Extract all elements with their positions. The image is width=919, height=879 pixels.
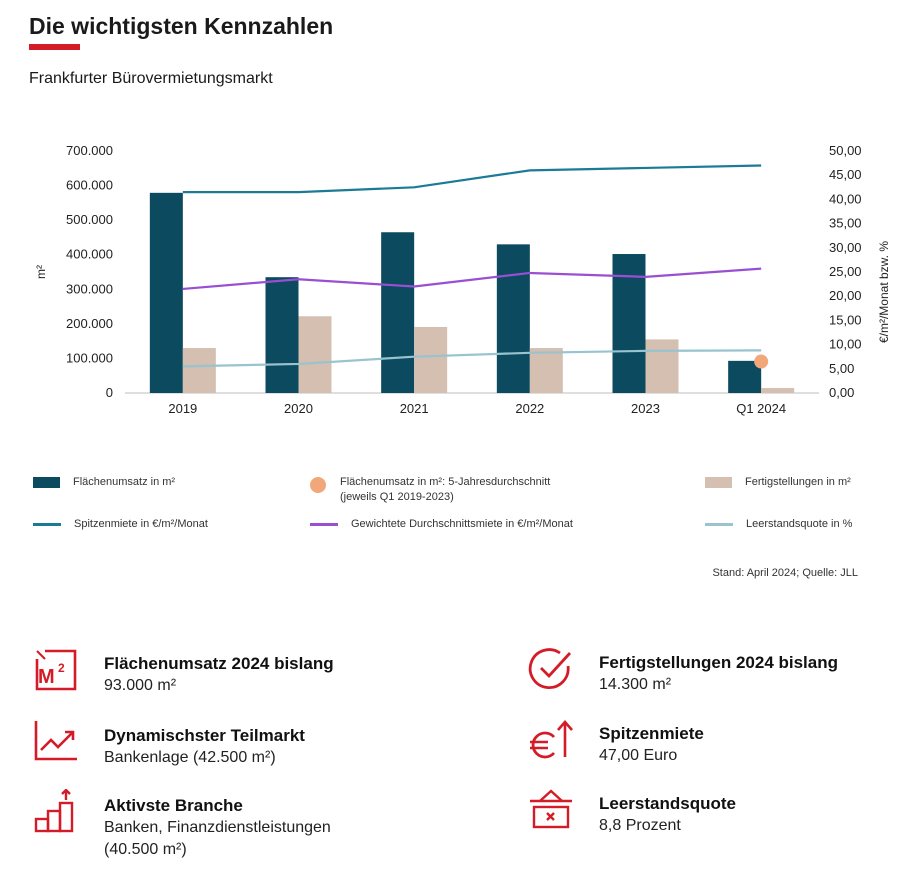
bar-fertig [645, 339, 679, 393]
legend-swatch-umsatz [33, 477, 60, 488]
y-tick-label: 400.000 [66, 247, 113, 262]
y-axis-title: m² [34, 265, 48, 279]
y-tick-label: 300.000 [66, 281, 113, 296]
page-subtitle: Frankfurter Bürovermietungsmarkt [29, 70, 273, 87]
kpi-teilmarkt-value: Bankenlage (42.500 m²) [104, 749, 276, 766]
legend-swatch-durchschnitt [310, 523, 338, 526]
kpi-umsatz-title: Flächenumsatz 2024 bislang [104, 654, 334, 673]
x-tick-label: 2019 [168, 401, 197, 416]
y2-axis-title: €/m²/Monat bzw. % [877, 241, 891, 343]
y2-tick-label: 45,00 [829, 167, 862, 182]
x-tick-label: 2021 [400, 401, 429, 416]
y2-tick-label: 50,00 [829, 143, 862, 158]
point-5j-durchschnitt [754, 354, 769, 369]
kpi-spitzenmiete-title: Spitzenmiete [599, 724, 704, 743]
kennzahlen-chart: 0 100.000 200.000 300.000 400.000 500.000 600.… [34, 143, 891, 416]
bar-umsatz [149, 192, 183, 393]
page-title: Die wichtigsten Kennzahlen [29, 13, 334, 39]
bar-umsatz [496, 244, 530, 393]
kpi-teilmarkt: Dynamischster Teilmarkt Bankenlage (42.5… [33, 721, 305, 769]
legend-swatch-avg [310, 477, 326, 493]
legend-umsatz: Flächenumsatz in m² [33, 475, 175, 490]
bar-umsatz [265, 277, 299, 393]
x-tick-label: Q1 2024 [736, 401, 786, 416]
bar-umsatz [381, 232, 415, 393]
bar-fertig [414, 326, 448, 393]
bar-umsatz [728, 360, 762, 393]
x-tick-label: 2023 [631, 401, 660, 416]
y2-tick-label: 15,00 [829, 312, 862, 327]
y-tick-label: 200.000 [66, 316, 113, 331]
source-note: Stand: April 2024; Quelle: JLL [712, 567, 858, 579]
legend-label-umsatz: Flächenumsatz in m² [73, 476, 176, 488]
kpi-leerstand: Leerstandsquote 8,8 Prozent [528, 789, 736, 837]
kpi-umsatz-value: 93.000 m² [104, 677, 177, 694]
y2-tick-label: 0,00 [829, 385, 854, 400]
y-tick-label: 600.000 [66, 178, 113, 193]
kpi-branche-value-sub: (40.500 m²) [104, 841, 187, 858]
kpi-branche: Aktivste Branche Banken, Finanzdienstlei… [33, 789, 331, 861]
legend-swatch-spitzen [33, 523, 61, 526]
y-tick-label: 0 [106, 385, 113, 400]
bar-fertig [761, 388, 795, 393]
legend-swatch-fertig [705, 477, 732, 488]
kpi-fertig-value: 14.300 m² [599, 676, 672, 693]
y-tick-label: 700.000 [66, 143, 113, 158]
kpi-branche-title: Aktivste Branche [104, 796, 243, 815]
m2-icon: M 2 [35, 649, 77, 691]
kpi-branche-value: Banken, Finanzdienstleistungen [104, 819, 331, 836]
kpi-spitzenmiete: Spitzenmiete 47,00 Euro [528, 720, 704, 767]
y2-tick-label: 35,00 [829, 216, 862, 231]
y2-tick-label: 25,00 [829, 264, 862, 279]
line-leerstand [182, 349, 762, 368]
y2-tick-label: 40,00 [829, 191, 862, 206]
bar-steps-icon [34, 789, 74, 833]
trend-up-icon [34, 721, 77, 761]
legend-durchschnitt: Gewichtete Durchschnittsmiete in €/m²/Mo… [310, 517, 573, 532]
x-tick-label: 2022 [515, 401, 544, 416]
legend-label-spitzen: Spitzenmiete in €/m²/Monat [74, 518, 208, 530]
bar-fertig [298, 316, 332, 393]
legend-label-avg-sub: (jeweils Q1 2019-2023) [340, 491, 454, 503]
bar-fertig [529, 348, 563, 393]
line-spitzenmiete [182, 164, 762, 194]
legend-leerstand: Leerstandsquote in % [705, 517, 852, 532]
euro-up-icon [530, 720, 573, 759]
kpi-teilmarkt-title: Dynamischster Teilmarkt [104, 726, 305, 745]
kpi-fertig: Fertigstellungen 2024 bislang 14.300 m² [528, 648, 839, 696]
kpi-spitzenmiete-value: 47,00 Euro [599, 747, 678, 764]
line-durchschnittsmiete [182, 267, 762, 291]
kpi-leerstand-title: Leerstandsquote [599, 794, 736, 813]
legend-label-durchschnitt: Gewichtete Durchschnittsmiete in €/m²/Mo… [351, 518, 573, 530]
legend-label-leerstand: Leerstandsquote in % [746, 518, 853, 530]
legend-fertig: Fertigstellungen in m² [705, 475, 851, 490]
svg-text:M: M [38, 666, 55, 688]
legend-swatch-leerstand [705, 523, 733, 526]
svg-text:2: 2 [58, 661, 65, 675]
y-tick-label: 100.000 [66, 350, 113, 365]
legend-spitzen: Spitzenmiete in €/m²/Monat [33, 517, 208, 532]
vacancy-sign-icon [530, 789, 572, 829]
y2-tick-label: 20,00 [829, 288, 862, 303]
kpi-fertig-title: Fertigstellungen 2024 bislang [599, 653, 839, 672]
legend-label-avg: Flächenumsatz in m²: 5-Jahresdurchschnit… [340, 476, 551, 488]
y2-tick-label: 30,00 [829, 240, 862, 255]
x-tick-label: 2020 [284, 401, 313, 416]
y2-tick-label: 10,00 [829, 337, 862, 352]
kpi-leerstand-value: 8,8 Prozent [599, 817, 681, 834]
legend-avg: Flächenumsatz in m²: 5-Jahresdurchschnit… [310, 475, 550, 505]
y-tick-label: 500.000 [66, 212, 113, 227]
bar-fertig [182, 348, 216, 393]
title-underline [29, 44, 80, 50]
kpi-umsatz: M 2 Flächenumsatz 2024 bislang 93.000 m² [33, 649, 334, 697]
legend-label-fertig: Fertigstellungen in m² [745, 476, 851, 488]
check-circle-icon [528, 648, 572, 690]
y2-tick-label: 5,00 [829, 361, 854, 376]
